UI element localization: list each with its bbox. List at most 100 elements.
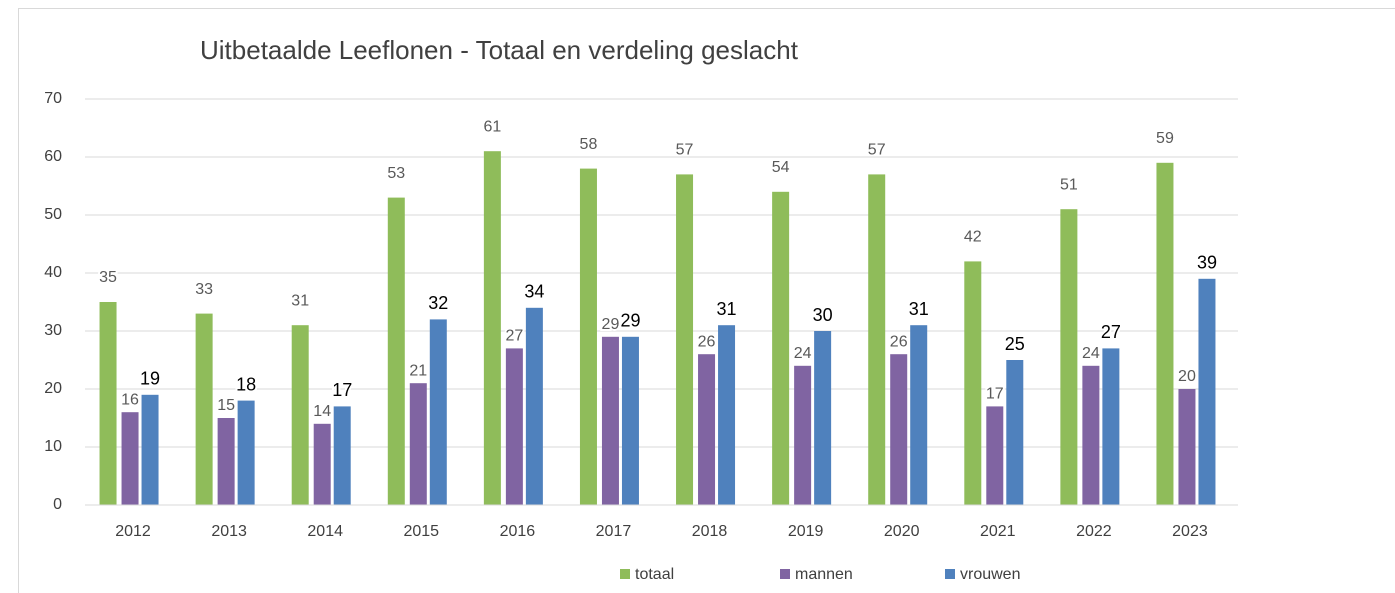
data-label: 26 xyxy=(698,333,716,350)
data-label: 51 xyxy=(1060,176,1078,193)
bar xyxy=(313,423,331,505)
data-label: 26 xyxy=(890,333,908,350)
bar xyxy=(121,412,139,505)
data-label: 53 xyxy=(387,165,405,182)
bar xyxy=(1178,389,1196,505)
bar xyxy=(483,151,501,505)
legend-label: totaal xyxy=(635,566,674,583)
bar xyxy=(718,325,736,505)
bar xyxy=(429,319,447,505)
y-tick-label: 40 xyxy=(44,264,62,281)
bar xyxy=(1060,209,1078,505)
bar xyxy=(964,261,982,505)
legend-swatch xyxy=(620,569,630,579)
bar xyxy=(986,406,1004,505)
x-tick-label: 2015 xyxy=(403,523,439,540)
bar xyxy=(409,383,427,505)
bar xyxy=(1006,360,1024,505)
legend-swatch xyxy=(780,569,790,579)
x-tick-label: 2014 xyxy=(307,523,343,540)
bar xyxy=(99,302,117,505)
data-label: 57 xyxy=(676,142,694,159)
data-label: 58 xyxy=(580,136,598,153)
data-label: 18 xyxy=(236,374,256,394)
data-label: 34 xyxy=(524,282,544,302)
data-label: 14 xyxy=(313,403,331,420)
bar xyxy=(141,394,159,505)
data-label: 27 xyxy=(505,328,523,345)
data-label: 25 xyxy=(1005,334,1025,354)
bar xyxy=(1198,278,1216,505)
bar xyxy=(579,168,597,505)
data-label: 20 xyxy=(1178,368,1196,385)
bar xyxy=(621,336,639,505)
data-label: 39 xyxy=(1197,253,1217,273)
legend-label: mannen xyxy=(795,566,853,583)
data-label: 29 xyxy=(620,311,640,331)
x-tick-label: 2016 xyxy=(500,523,536,540)
bar xyxy=(1082,365,1100,505)
bar xyxy=(1156,162,1174,506)
data-label: 15 xyxy=(217,397,235,414)
x-tick-label: 2019 xyxy=(788,523,824,540)
bar xyxy=(217,418,235,505)
y-tick-label: 30 xyxy=(44,322,62,339)
bar xyxy=(910,325,928,505)
data-label: 17 xyxy=(332,380,352,400)
bar xyxy=(868,174,886,505)
data-label: 31 xyxy=(717,299,737,319)
data-label: 57 xyxy=(868,142,886,159)
y-tick-label: 10 xyxy=(44,438,62,455)
data-label: 61 xyxy=(483,118,501,135)
x-tick-label: 2017 xyxy=(596,523,632,540)
bar xyxy=(794,365,812,505)
data-label: 35 xyxy=(99,269,117,286)
bar xyxy=(525,307,543,505)
data-label: 32 xyxy=(428,293,448,313)
data-label: 29 xyxy=(602,316,620,333)
y-tick-label: 70 xyxy=(44,90,62,107)
x-tick-label: 2020 xyxy=(884,523,920,540)
data-label: 27 xyxy=(1101,322,1121,342)
data-label: 21 xyxy=(409,362,427,379)
x-tick-label: 2013 xyxy=(211,523,247,540)
data-label: 16 xyxy=(121,391,139,408)
bar xyxy=(814,331,832,505)
x-tick-label: 2021 xyxy=(980,523,1016,540)
bar xyxy=(237,400,255,505)
legend-swatch xyxy=(945,569,955,579)
bar xyxy=(505,348,523,505)
bar xyxy=(333,406,351,505)
bar xyxy=(387,197,405,505)
y-tick-label: 20 xyxy=(44,380,62,397)
data-label: 31 xyxy=(291,292,309,309)
y-tick-label: 0 xyxy=(53,496,62,513)
bar xyxy=(195,313,213,505)
data-label: 42 xyxy=(964,229,982,246)
data-label: 33 xyxy=(195,281,213,298)
data-label: 59 xyxy=(1156,130,1174,147)
x-tick-label: 2022 xyxy=(1076,523,1112,540)
chart-title: Uitbetaalde Leeflonen - Totaal en verdel… xyxy=(200,35,799,65)
data-label: 24 xyxy=(794,345,812,362)
data-label: 17 xyxy=(986,386,1004,403)
data-label: 24 xyxy=(1082,345,1100,362)
x-tick-label: 2023 xyxy=(1172,523,1208,540)
data-label: 31 xyxy=(909,299,929,319)
y-tick-label: 50 xyxy=(44,206,62,223)
bar xyxy=(772,191,790,506)
y-tick-label: 60 xyxy=(44,148,62,165)
data-label: 30 xyxy=(813,305,833,325)
bar xyxy=(890,354,908,505)
bar xyxy=(601,336,619,505)
bar xyxy=(698,354,716,505)
x-tick-label: 2012 xyxy=(115,523,151,540)
legend-label: vrouwen xyxy=(960,566,1020,583)
data-label: 54 xyxy=(772,159,790,176)
data-label: 19 xyxy=(140,369,160,389)
bar xyxy=(291,325,309,505)
bar xyxy=(1102,348,1120,505)
x-tick-label: 2018 xyxy=(692,523,728,540)
bar xyxy=(676,174,694,505)
